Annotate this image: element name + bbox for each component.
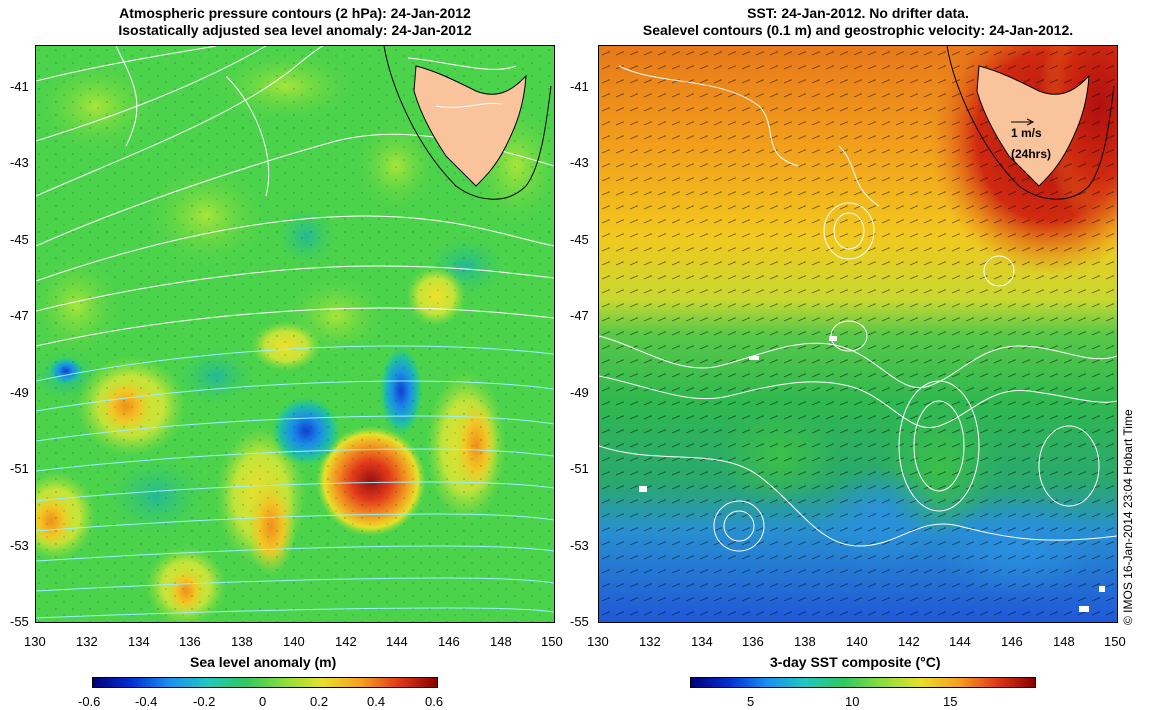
left-y-tick: -45 [10,232,29,247]
right-x-tick: 138 [794,634,816,649]
left-colorbar-tick: 0.4 [367,694,386,709]
left-colorbar-tick: -0.4 [135,694,158,709]
left-x-tick: 136 [179,634,201,649]
left-y-tick: -47 [10,308,29,323]
right-x-tick: 134 [691,634,713,649]
left-x-tick: 140 [283,634,305,649]
credit-text: © IMOS 16-Jan-2014 23:04 Hobart Time [1121,409,1135,625]
left-y-tick: -41 [10,79,29,94]
left-colorbar-tick: 0.6 [425,694,444,709]
right-colorbar-label: 3-day SST composite (°C) [770,654,941,670]
sst-colorbar [690,677,1036,688]
left-y-tick: -55 [10,614,29,629]
left-x-tick: 146 [438,634,460,649]
left-title-line2: Isostatically adjusted sea level anomaly… [118,22,472,38]
right-y-tick: -55 [570,614,589,629]
right-x-tick: 150 [1104,634,1126,649]
left-x-tick: 130 [24,634,46,649]
left-colorbar-tick: 0.2 [310,694,329,709]
right-x-tick: 144 [949,634,971,649]
right-x-tick: 136 [742,634,764,649]
right-y-tick: -51 [570,461,589,476]
left-x-tick: 138 [231,634,253,649]
right-y-tick: -41 [570,79,589,94]
left-x-tick: 144 [386,634,408,649]
left-y-tick: -53 [10,538,29,553]
right-x-tick: 142 [898,634,920,649]
right-colorbar-tick: 15 [943,694,958,709]
left-x-tick: 134 [128,634,150,649]
left-colorbar-tick: -0.2 [193,694,216,709]
left-y-tick: -49 [10,385,29,400]
right-y-tick: -47 [570,308,589,323]
scale-label-line2: (24hrs) [1011,147,1052,161]
left-x-tick: 142 [335,634,357,649]
left-colorbar-tick: -0.6 [78,694,101,709]
left-x-tick: 132 [76,634,98,649]
left-x-tick: 150 [541,634,563,649]
left-y-tick: -43 [10,155,29,170]
right-x-tick: 148 [1053,634,1075,649]
left-colorbar-tick: 0 [259,694,267,709]
right-title-line2: Sealevel contours (0.1 m) and geostrophi… [642,22,1074,38]
right-x-tick: 146 [1001,634,1023,649]
sla-colorbar [92,677,438,688]
right-x-tick: 130 [587,634,609,649]
right-x-tick: 132 [639,634,661,649]
right-title-line1: SST: 24-Jan-2012. No drifter data. [747,5,969,21]
right-y-tick: -43 [570,155,589,170]
sla-map-svg [36,46,554,622]
right-y-tick: -45 [570,232,589,247]
sla-map-panel[interactable] [35,45,555,623]
right-colorbar-tick: 5 [747,694,755,709]
left-title-line1: Atmospheric pressure contours (2 hPa): 2… [119,5,471,21]
right-x-tick: 140 [846,634,868,649]
sst-map-panel[interactable]: 1 m/s (24hrs) [598,45,1118,623]
left-x-tick: 148 [490,634,512,649]
left-colorbar-label: Sea level anomaly (m) [190,654,337,670]
sst-map-svg [599,46,1117,622]
right-y-tick: -49 [570,385,589,400]
left-y-tick: -51 [10,461,29,476]
right-colorbar-tick: 10 [845,694,860,709]
right-y-tick: -53 [570,538,589,553]
scale-label-line1: 1 m/s [1011,126,1042,140]
